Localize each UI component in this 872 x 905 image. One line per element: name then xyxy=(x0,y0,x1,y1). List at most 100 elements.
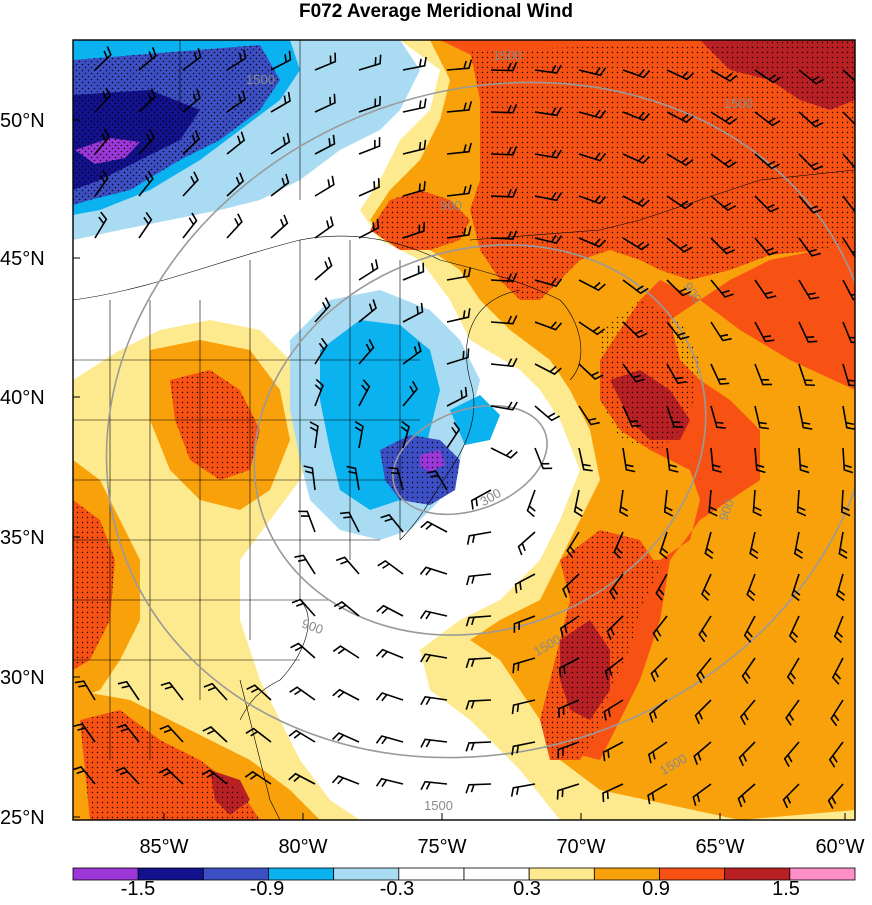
lon-label-85w: 85°W xyxy=(139,836,188,858)
wind-barb xyxy=(138,46,157,71)
wind-barb xyxy=(622,321,648,339)
wind-barb xyxy=(358,218,380,239)
wind-barb xyxy=(314,216,334,239)
wind-barb xyxy=(226,213,243,239)
wind-barb xyxy=(613,531,624,560)
wind-barb xyxy=(159,724,184,743)
wind-barb xyxy=(446,267,472,281)
wind-barb xyxy=(490,401,518,411)
wind-barb xyxy=(377,559,404,575)
wind-barb xyxy=(314,134,336,155)
wind-barb xyxy=(288,772,316,785)
contour-label: 1500 xyxy=(424,798,453,813)
wind-barb xyxy=(517,531,536,556)
wind-barb xyxy=(380,513,404,533)
wind-barb xyxy=(314,52,337,71)
wind-barb xyxy=(526,489,536,518)
wind-barb xyxy=(842,447,854,474)
wind-barb xyxy=(842,69,855,82)
wind-barb xyxy=(400,420,410,449)
wind-barb xyxy=(578,237,607,248)
wind-barb xyxy=(798,195,823,214)
wind-barb xyxy=(314,175,335,197)
wind-barb xyxy=(358,299,377,323)
wind-barb xyxy=(666,237,693,253)
wind-barb xyxy=(446,59,473,71)
wind-barb xyxy=(314,256,333,281)
wind-barb xyxy=(446,101,473,113)
wind-barb xyxy=(446,225,472,239)
wind-barb xyxy=(754,111,781,127)
wind-barb xyxy=(446,142,472,155)
wind-barb xyxy=(783,741,800,768)
wind-barb xyxy=(622,237,650,251)
wind-barb xyxy=(465,615,492,627)
wind-barb xyxy=(358,54,382,71)
wind-barb xyxy=(842,153,855,170)
wind-barb xyxy=(830,699,844,727)
wind-barb xyxy=(290,642,316,659)
wind-barb xyxy=(270,173,290,197)
wind-barb xyxy=(402,380,419,407)
colorbar xyxy=(72,867,856,881)
wind-barb xyxy=(652,615,668,642)
wind-barb xyxy=(94,46,112,71)
wind-barb xyxy=(94,128,110,155)
wind-barb xyxy=(534,149,562,159)
wind-barb xyxy=(331,732,360,743)
wind-barb xyxy=(117,680,140,701)
wind-barb xyxy=(420,653,448,663)
wind-barb xyxy=(245,727,272,743)
wind-barb xyxy=(534,321,563,331)
wind-barb xyxy=(557,699,580,718)
wind-barb xyxy=(842,111,855,126)
wind-barb xyxy=(270,91,291,113)
wind-barb xyxy=(244,770,272,785)
wind-barb xyxy=(402,56,427,71)
wind-barb xyxy=(446,348,470,365)
wind-barb xyxy=(490,146,518,156)
map-title: F072 Average Meridional Wind xyxy=(299,1,573,22)
wind-barb xyxy=(182,212,198,239)
wind-barb xyxy=(446,421,461,449)
wind-barb xyxy=(666,321,690,341)
lat-label-45n: 45°N xyxy=(0,248,45,270)
wind-barb xyxy=(490,104,518,114)
wind-barb xyxy=(622,195,650,208)
wind-barb xyxy=(115,766,140,785)
wind-barb xyxy=(420,696,448,706)
wind-barb xyxy=(619,489,629,517)
wind-barb xyxy=(358,379,371,407)
wind-barb xyxy=(226,172,245,197)
wind-barb xyxy=(573,489,583,518)
wind-barb xyxy=(466,531,492,545)
wind-barb xyxy=(490,272,518,283)
wind-barb xyxy=(754,405,770,430)
wind-barb xyxy=(490,315,518,325)
lon-label-70w: 70°W xyxy=(556,836,605,858)
wind-barb xyxy=(710,405,726,429)
colorbar-labels: -1.5 -0.9 -0.3 0.3 0.9 1.5 xyxy=(121,878,800,900)
wind-barb xyxy=(534,277,563,288)
lat-label-25n: 25°N xyxy=(0,807,45,829)
wind-barb xyxy=(270,50,292,71)
wind-barb xyxy=(650,657,668,683)
wind-barb xyxy=(138,88,156,113)
wind-barb xyxy=(793,531,803,560)
contour-label: 900 xyxy=(300,616,326,638)
lat-label-40n: 40°N xyxy=(0,387,45,409)
wind-barb xyxy=(693,741,712,765)
colorbar-swatch xyxy=(789,867,856,881)
wind-barb xyxy=(710,69,738,82)
wind-barb xyxy=(465,657,492,669)
wind-barb xyxy=(402,181,426,197)
wind-barb xyxy=(833,615,844,644)
wind-barb xyxy=(203,682,228,701)
wind-barb xyxy=(842,405,855,431)
wind-barb xyxy=(388,466,404,491)
wind-barb xyxy=(534,234,563,244)
wind-barb xyxy=(138,170,154,197)
wind-barb xyxy=(358,178,380,197)
contour-label: 1500 xyxy=(724,96,753,111)
wind-barb xyxy=(666,363,687,385)
